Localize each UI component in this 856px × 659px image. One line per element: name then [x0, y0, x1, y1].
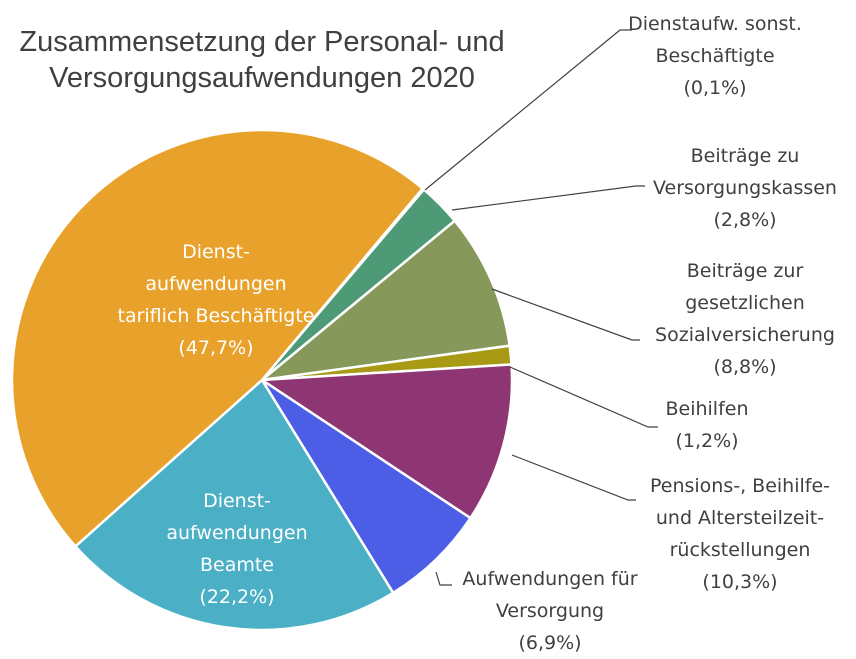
- leader-line: [451, 185, 645, 211]
- slice-label: Beihilfen (1,2%): [577, 393, 837, 457]
- pie-slice: [260, 378, 473, 595]
- value-label: (8,8%): [713, 356, 777, 378]
- value-label: (2,8%): [713, 209, 777, 231]
- slice-label: Aufwendungen für Versorgung (6,9%): [420, 563, 680, 659]
- value-label: (1,2%): [675, 430, 739, 452]
- slice-label: Dienst- aufwendungen Beamte (22,2%): [107, 485, 367, 613]
- category-label: Beihilfen: [665, 398, 749, 420]
- category-label: Dienstaufw. sonst. Beschäftigte: [628, 13, 802, 67]
- category-label: Pensions-, Beihilfe- und Altersteilzeit-…: [649, 475, 831, 561]
- slice-label: Dienstaufw. sonst. Beschäftigte (0,1%): [585, 8, 845, 104]
- slice-label: Beiträge zur gesetzlichen Sozialversiche…: [615, 255, 856, 383]
- pie-slice: [257, 219, 512, 382]
- pie-slice: [10, 128, 425, 549]
- value-label: (10,3%): [702, 571, 778, 593]
- leader-line: [511, 454, 636, 501]
- leader-line: [491, 288, 640, 341]
- pie-slice: [73, 378, 395, 632]
- slice-label: Pensions-, Beihilfe- und Altersteilzeit-…: [610, 470, 856, 598]
- category-label: Beiträge zu Versorgungskassen: [653, 145, 837, 199]
- slice-label: Dienst- aufwendungen tariflich Beschäfti…: [86, 236, 346, 364]
- leader-line: [424, 29, 632, 191]
- leader-line: [509, 366, 658, 428]
- slice-label: Beiträge zu Versorgungskassen (2,8%): [615, 140, 856, 236]
- category-label: Dienst- aufwendungen tariflich Beschäfti…: [117, 241, 315, 327]
- value-label: (6,9%): [518, 632, 582, 654]
- category-label: Dienst- aufwendungen Beamte: [166, 490, 308, 576]
- category-label: Aufwendungen für Versorgung: [462, 568, 638, 622]
- leader-line: [435, 571, 452, 586]
- pie-slice: [258, 363, 514, 520]
- value-label: (47,7%): [178, 337, 254, 359]
- chart-title: Zusammensetzung der Personal- und Versor…: [19, 26, 505, 94]
- value-label: (0,1%): [683, 77, 747, 99]
- category-label: Beiträge zur gesetzlichen Sozialversiche…: [655, 260, 835, 346]
- value-label: (22,2%): [199, 586, 275, 608]
